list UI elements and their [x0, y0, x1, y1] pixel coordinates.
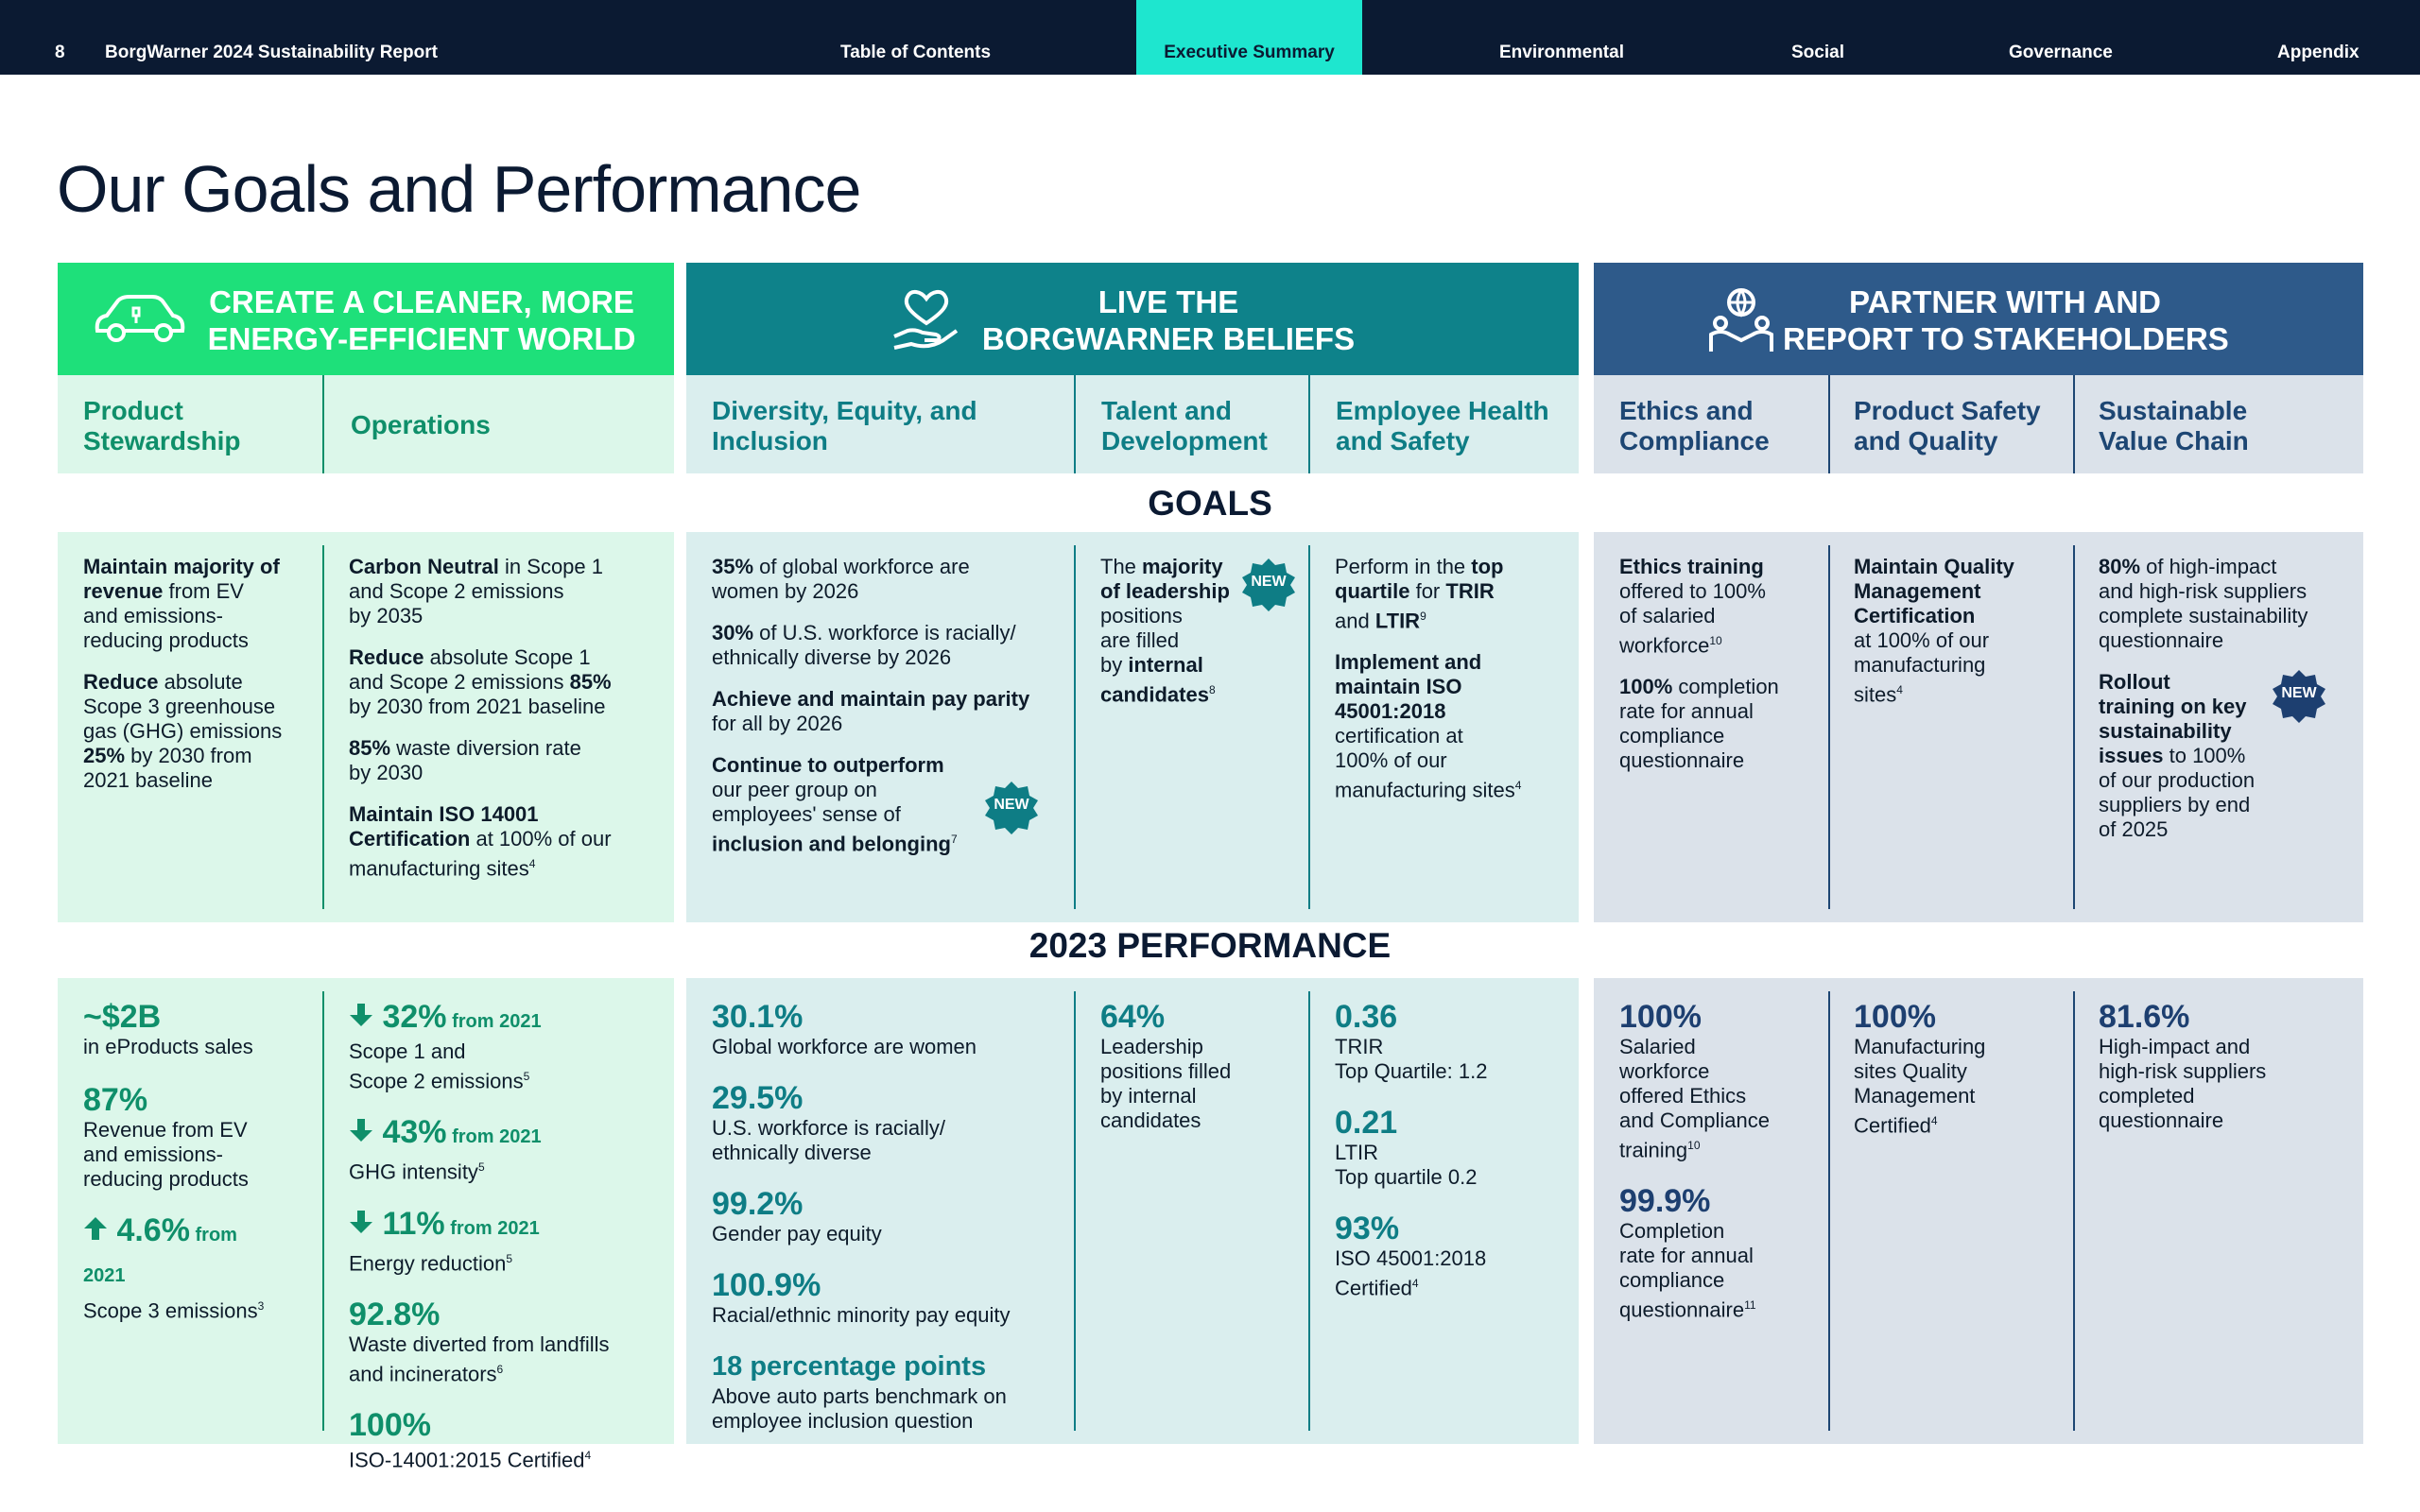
goals-panel-blue: Ethics training offered to 100% of salarie… — [1594, 532, 2363, 922]
column-header-ethics: Ethics and Compliance — [1619, 396, 1770, 455]
performance-product-stewardship: ~$2B in eProducts sales 87% Revenue from E… — [83, 999, 265, 1323]
pillar-title-line2: REPORT TO STAKEHOLDERS — [1783, 321, 2229, 356]
subheader-band-blue: Ethics and Compliance Product Safety and Q… — [1594, 375, 2363, 473]
pillar-header-cleaner-world: CREATE A CLEANER, MORE ENERGY-EFFICIENT … — [58, 263, 674, 375]
performance-health-safety: 0.36 TRIR Top Quartile: 1.2 0.21 LTIR Top qu… — [1335, 999, 1488, 1300]
performance-panel-green: ~$2B in eProducts sales 87% Revenue from E… — [58, 978, 674, 1472]
nav-item-table-of-contents[interactable]: Table of Contents — [840, 43, 992, 62]
column-header-product-stewardship: Product Stewardship — [83, 396, 241, 455]
arrow-down-icon — [350, 1004, 372, 1026]
performance-talent: 64% Leadership positions filled by internal… — [1100, 999, 1232, 1132]
car-plug-icon — [95, 295, 185, 342]
subheader-band-teal: Diversity, Equity, and Inclusion Talent a… — [686, 375, 1579, 473]
arrow-down-icon — [350, 1210, 372, 1233]
performance-panel-blue: 100% Salaried workforce offered Ethics and C… — [1594, 978, 2363, 1444]
pillar-title-line1: LIVE THE — [1098, 284, 1239, 319]
pillar-header-stakeholders: PARTNER WITH AND REPORT TO STAKEHOLDERS — [1594, 263, 2363, 375]
top-navigation-bar: 8 BorgWarner 2024 Sustainability Report … — [0, 0, 2420, 75]
pillar-header-borgwarner-beliefs: LIVE THE BORGWARNER BELIEFS — [686, 263, 1579, 375]
new-badge-shape-icon — [2273, 670, 2325, 723]
column-header-product-safety: Product Safety and Quality — [1854, 396, 2041, 455]
nav-item-social[interactable]: Social — [1791, 43, 1844, 62]
goals-ethics: Ethics training offered to 100% of salarie… — [1619, 555, 1779, 773]
column-header-operations: Operations — [351, 410, 491, 439]
people-globe-icon — [1709, 288, 1773, 352]
goals-panel-green: Maintain majority of revenue from EV and e… — [58, 532, 674, 922]
pillar-title-line2: BORGWARNER BELIEFS — [981, 321, 1356, 356]
new-badge-shape-icon — [985, 782, 1038, 834]
column-header-health-safety: Employee Health and Safety — [1336, 396, 1549, 455]
goals-operations: Carbon Neutral in Scope 1 and Scope 2 emi… — [349, 555, 612, 881]
hand-heart-icon — [893, 290, 959, 350]
performance-ethics: 100% Salaried workforce offered Ethics and C… — [1619, 999, 1770, 1322]
section-label-performance: 2023 PERFORMANCE — [1028, 926, 1392, 965]
arrow-up-icon — [84, 1217, 107, 1240]
nav-item-environmental[interactable]: Environmental — [1499, 43, 1624, 62]
nav-item-governance[interactable]: Governance — [2009, 43, 2113, 62]
goals-product-stewardship: Maintain majority of revenue from EV and e… — [83, 555, 283, 792]
pillar-title-line1: PARTNER WITH AND — [1849, 284, 2161, 319]
performance-dei: 30.1% Global workforce are women 29.5% U.S… — [712, 999, 1011, 1433]
pillar-title-line1: CREATE A CLEANER, MORE — [209, 284, 634, 319]
goals-value-chain: 80% of high-impact and high-risk supplier… — [2099, 555, 2308, 841]
goals-dei: 35% of global workforce are women by 2026… — [712, 555, 1030, 856]
new-badge: NEW — [983, 780, 1040, 841]
nav-item-appendix[interactable]: Appendix — [2277, 43, 2360, 62]
new-badge: NEW — [1240, 557, 1297, 618]
report-title: BorgWarner 2024 Sustainability Report — [105, 43, 438, 62]
performance-value-chain: 81.6% High-impact and high-risk suppliers c… — [2099, 999, 2267, 1132]
pillar-title-line2: ENERGY-EFFICIENT WORLD — [207, 321, 636, 356]
new-badge: NEW — [2271, 668, 2327, 730]
arrow-down-icon — [350, 1119, 372, 1143]
section-label-goals: GOALS — [1148, 484, 1272, 523]
goals-panel-teal: 35% of global workforce are women by 2026… — [686, 532, 1579, 922]
column-header-value-chain: Sustainable Value Chain — [2099, 396, 2249, 455]
page-number: 8 — [55, 43, 65, 62]
new-badge-shape-icon — [1242, 558, 1295, 611]
performance-operations: 32% from 2021 Scope 1 and Scope 2 emission… — [349, 999, 610, 1472]
goals-product-safety: Maintain Quality Management Certification a… — [1854, 555, 2014, 707]
goals-talent: The majority of leadership positions are fi… — [1100, 555, 1230, 707]
nav-item-executive-summary[interactable]: Executive Summary — [1136, 0, 1362, 75]
performance-product-safety: 100% Manufacturing sites Quality Management… — [1854, 999, 1986, 1138]
column-header-dei: Diversity, Equity, and Inclusion — [712, 396, 977, 455]
column-header-talent: Talent and Development — [1101, 396, 1268, 455]
page-title: Our Goals and Performance — [57, 152, 861, 226]
goals-health-safety: Perform in the top quartile for TRIR and L… — [1335, 555, 1522, 802]
performance-panel-teal: 30.1% Global workforce are women 29.5% U.S… — [686, 978, 1579, 1444]
subheader-band-green: Product Stewardship Operations — [58, 375, 674, 473]
